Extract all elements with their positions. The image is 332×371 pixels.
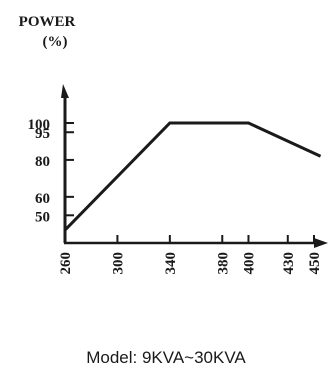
x-axis xyxy=(64,238,328,248)
x-axis-arrow-icon xyxy=(314,238,328,248)
series-layer xyxy=(63,121,322,232)
x-tick-label: 400 xyxy=(241,252,257,275)
x-tick-label: 450 xyxy=(307,252,323,275)
x-tick-label: 430 xyxy=(281,252,297,275)
y-axis-arrow-icon xyxy=(61,84,69,98)
y-axis xyxy=(61,84,69,243)
y-tick-label: 50 xyxy=(35,209,50,225)
power-curve-line xyxy=(63,121,322,232)
x-tick-label: 340 xyxy=(163,252,179,275)
x-tick-label: 300 xyxy=(110,252,126,275)
x-tick-label: 380 xyxy=(215,252,231,275)
y-tick-label: 95 xyxy=(35,126,50,142)
y-axis-label-line2: (%) xyxy=(43,34,68,50)
x-tick-label: 260 xyxy=(58,252,74,275)
model-caption: Model: 9KVA~30KVA xyxy=(86,348,246,367)
y-tick-label: 80 xyxy=(35,154,50,170)
y-axis-label-line1: POWER xyxy=(19,14,76,30)
y-tick-label: 100 xyxy=(28,117,51,133)
y-tick-label: 60 xyxy=(35,191,50,207)
